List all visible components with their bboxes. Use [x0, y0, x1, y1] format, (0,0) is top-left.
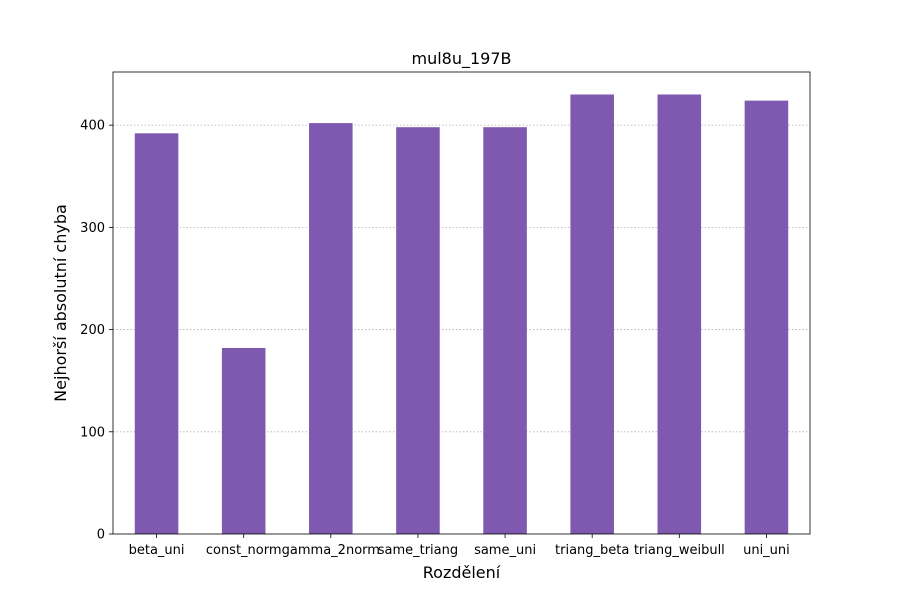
- bar-const_norm: [221, 347, 266, 534]
- y-axis: 0 100 200 300 400: [80, 119, 113, 543]
- x-tick-label: triang_beta: [555, 543, 629, 558]
- y-tick-label: 0: [97, 528, 105, 543]
- x-tick-label: const_norm: [206, 543, 282, 558]
- bar-beta_uni: [134, 133, 179, 534]
- y-tick-label: 100: [80, 425, 105, 440]
- bar-triang_weibull: [657, 94, 702, 534]
- bar-gamma_2norm: [309, 123, 353, 534]
- x-tick-label: triang_weibull: [634, 543, 725, 558]
- y-tick-label: 300: [80, 221, 105, 236]
- x-tick-label: uni_uni: [743, 543, 790, 558]
- x-axis: beta_uni const_norm gamma_2normsame_triang…: [129, 534, 790, 558]
- x-tick-label: beta_uni: [129, 543, 185, 558]
- bars: [134, 94, 789, 534]
- bar-same_uni: [483, 127, 527, 534]
- chart-title: mul8u_197B: [411, 49, 511, 69]
- x-tick-label: gamma_2norm: [282, 543, 380, 558]
- x-axis-title: Rozdělení: [423, 563, 501, 582]
- y-axis-title: Nejhorší absolutní chyba: [51, 204, 70, 402]
- y-tick-label: 400: [80, 119, 105, 134]
- y-tick-label: 200: [80, 323, 105, 338]
- plot-area-frame: [112, 71, 811, 535]
- x-tick-label: same_triang: [378, 543, 458, 558]
- bar-triang_beta: [570, 94, 614, 534]
- bar-same_triang: [396, 127, 440, 534]
- x-tick-label: same_uni: [474, 543, 536, 558]
- bar-uni_uni: [744, 100, 789, 534]
